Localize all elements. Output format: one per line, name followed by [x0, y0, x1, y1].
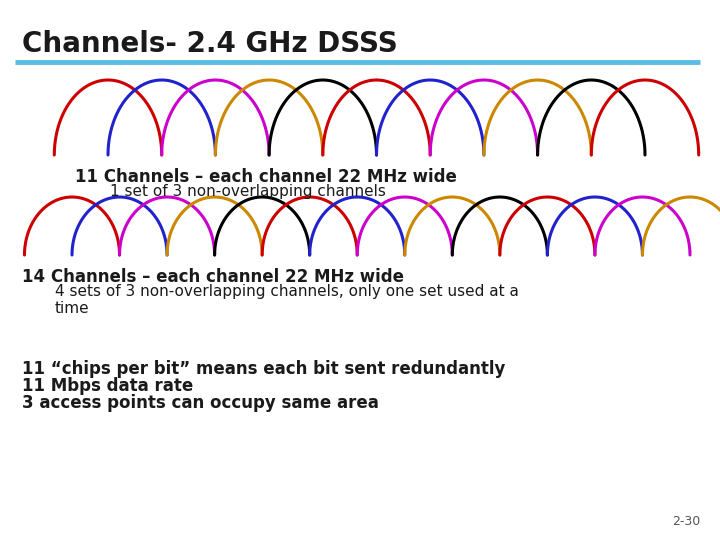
Text: 2-30: 2-30 [672, 515, 700, 528]
Text: 3 access points can occupy same area: 3 access points can occupy same area [22, 394, 379, 412]
Text: 1 set of 3 non-overlapping channels: 1 set of 3 non-overlapping channels [110, 184, 386, 199]
Text: 11 Channels – each channel 22 MHz wide: 11 Channels – each channel 22 MHz wide [75, 168, 457, 186]
Text: 14 Channels – each channel 22 MHz wide: 14 Channels – each channel 22 MHz wide [22, 268, 404, 286]
Text: 4 sets of 3 non-overlapping channels, only one set used at a
time: 4 sets of 3 non-overlapping channels, on… [55, 284, 519, 316]
Text: Channels- 2.4 GHz DSSS: Channels- 2.4 GHz DSSS [22, 30, 397, 58]
Text: 11 Mbps data rate: 11 Mbps data rate [22, 377, 193, 395]
Text: 11 “chips per bit” means each bit sent redundantly: 11 “chips per bit” means each bit sent r… [22, 360, 505, 378]
